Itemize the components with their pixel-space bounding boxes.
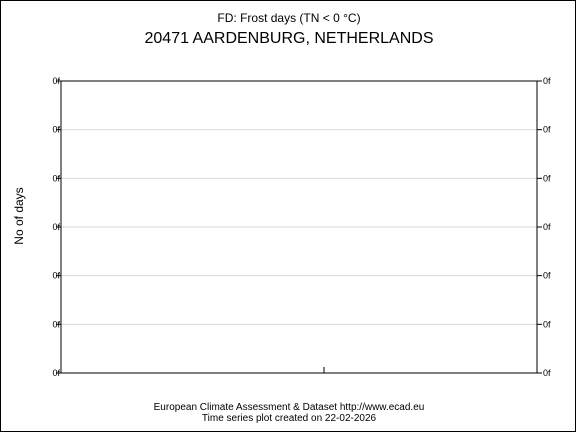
y-tick-label: 0f <box>543 271 551 281</box>
y-tick-label: 0f <box>52 173 60 183</box>
y-tick-label: 0f <box>52 319 60 329</box>
footer-date: Time series plot created on 22-02-2026 <box>202 413 377 424</box>
y-tick-label: 0f <box>543 319 551 329</box>
y-tick-label: 0f <box>52 271 60 281</box>
plot-area <box>60 80 538 374</box>
y-tick-label: 0f <box>52 76 60 86</box>
footer-source: European Climate Assessment & Dataset ht… <box>154 402 425 413</box>
chart-subtitle: 20471 AARDENBURG, NETHERLANDS <box>145 30 434 47</box>
y-tick-label: 0f <box>52 125 60 135</box>
y-tick-label: 0f <box>543 125 551 135</box>
y-tick-label: 0f <box>543 76 551 86</box>
y-axis-label: No of days <box>12 187 26 244</box>
y-ticks-left: 0f 0f 0f 0f 0f 0f 0f <box>52 76 60 378</box>
gridlines <box>56 80 542 374</box>
y-tick-label: 0f <box>52 222 60 232</box>
y-tick-label: 0f <box>543 222 551 232</box>
y-ticks-right: 0f 0f 0f 0f 0f 0f 0f <box>543 76 551 378</box>
y-tick-label: 0f <box>52 368 60 378</box>
y-tick-label: 0f <box>543 173 551 183</box>
chart-title: FD: Frost days (TN < 0 °C) <box>217 11 360 25</box>
y-tick-label: 0f <box>543 368 551 378</box>
